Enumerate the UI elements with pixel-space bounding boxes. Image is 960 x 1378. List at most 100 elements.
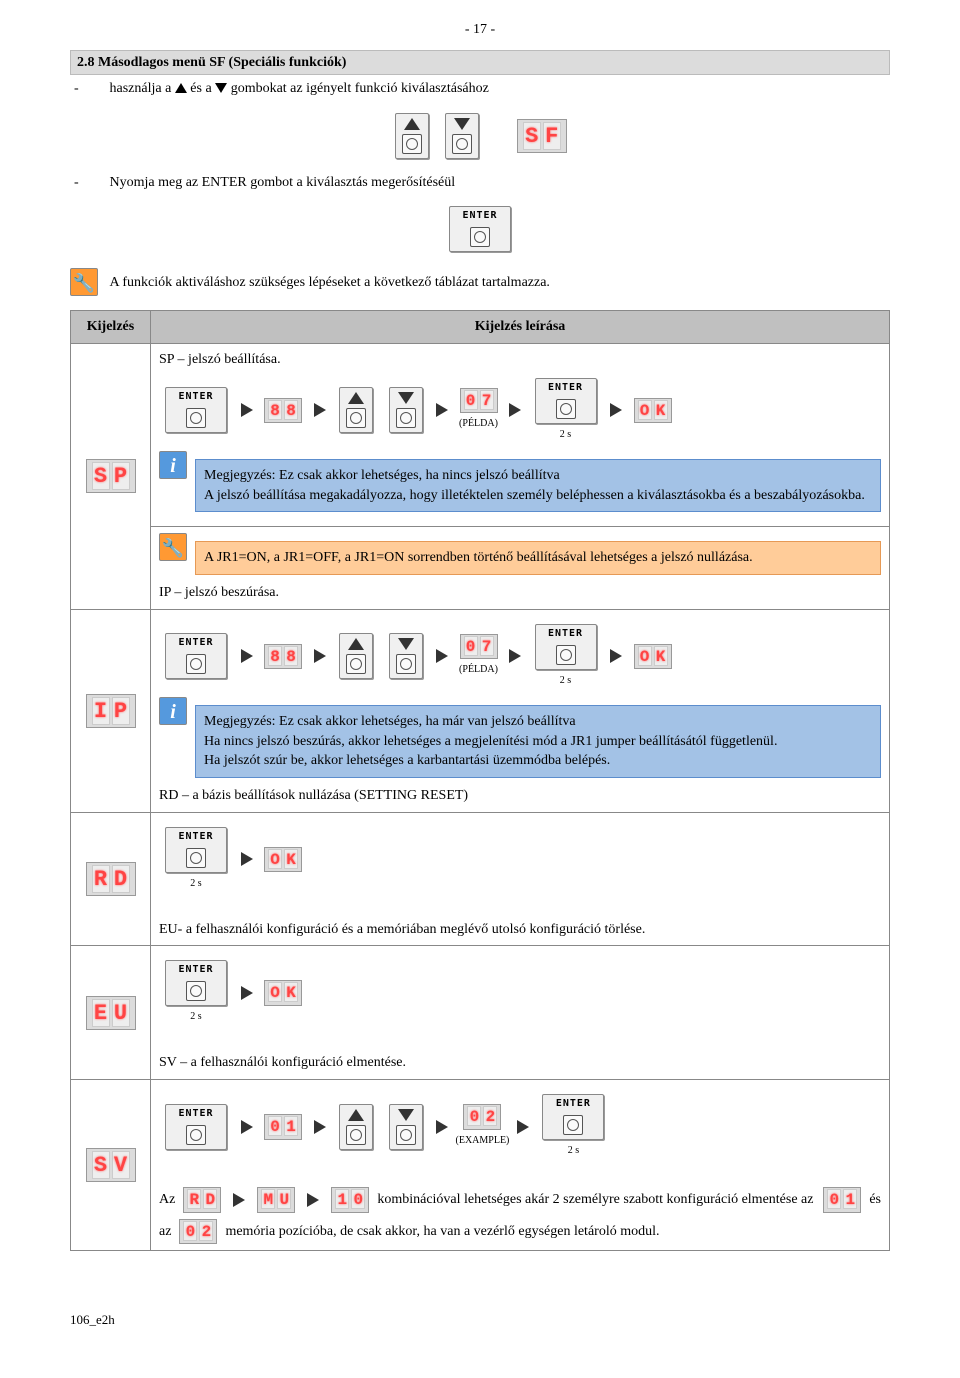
arrow-icon	[241, 986, 253, 1000]
down-button-icon	[389, 633, 423, 679]
sf-display: SF	[517, 119, 567, 153]
enter-button-icon: ENTER	[165, 960, 227, 1006]
combo-led: MU	[257, 1187, 295, 1213]
text: Az	[159, 1190, 175, 1210]
rd-display-cell: RD	[71, 812, 151, 946]
arrow-icon	[241, 852, 253, 866]
rd-title: RD – a bázis beállítások nullázása (SETT…	[159, 786, 881, 806]
intro-note-row: A funkciók aktiváláshoz szükséges lépése…	[70, 268, 890, 296]
ip-title: IP – jelszó beszúrása.	[159, 583, 881, 603]
example-label: (EXAMPLE)	[456, 1135, 510, 1146]
duration-label: 2 s	[568, 1145, 579, 1156]
eu-title: EU- a felhasználói konfiguráció és a mem…	[159, 920, 881, 940]
text: és	[869, 1190, 881, 1210]
ip-info-note: Megjegyzés: Ez csak akkor lehetséges, ha…	[195, 705, 881, 778]
enter-button-icon: ENTER	[449, 206, 511, 252]
enter-button-icon: ENTER	[165, 1104, 227, 1150]
page-number: - 17 -	[70, 20, 890, 40]
arrow-icon	[610, 649, 622, 663]
down-button-icon	[445, 113, 479, 159]
sp-display-cell: SP	[71, 343, 151, 609]
arrow-icon	[314, 649, 326, 663]
th-desc: Kijelzés leírása	[151, 311, 890, 344]
combo-led: RD	[183, 1187, 221, 1213]
duration-label: 2 s	[190, 878, 201, 889]
down-button-icon	[389, 1104, 423, 1150]
up-button-icon	[339, 387, 373, 433]
sp-led: SP	[86, 459, 136, 493]
seq-led: OK	[264, 847, 302, 873]
arrow-icon	[509, 649, 521, 663]
sp-wrench-note: A JR1=ON, a JR1=OFF, a JR1=ON sorrendben…	[195, 541, 881, 575]
sv-desc-cell: ENTER 01 02 (EXAMPLE) ENTER 2 s A	[151, 1080, 890, 1251]
enter-button-icon: ENTER	[535, 624, 597, 670]
triangle-up-icon	[175, 83, 187, 93]
example-label: (PÉLDA)	[459, 418, 498, 429]
eu-display-cell: EU	[71, 946, 151, 1080]
enter-button-icon: ENTER	[535, 378, 597, 424]
text: gombokat az igényelt funkció kiválasztás…	[231, 81, 489, 96]
arrow-icon	[241, 649, 253, 663]
seq-led: 07	[460, 634, 498, 660]
arrow-icon	[436, 403, 448, 417]
seq-led: OK	[634, 644, 672, 670]
arrow-icon	[241, 1120, 253, 1134]
sv-led: SV	[86, 1148, 136, 1182]
instruction-line-1: - használja a és a gombokat az igényelt …	[70, 79, 890, 99]
arrow-icon	[233, 1193, 245, 1207]
rd-desc-cell: ENTER 2 s OK EU- a felhasználói konfigur…	[151, 812, 890, 946]
text: az	[159, 1222, 171, 1242]
sv-sequence: ENTER 01 02 (EXAMPLE) ENTER 2 s	[159, 1094, 881, 1160]
icon-row-1: SF	[70, 113, 890, 159]
enter-button-icon: ENTER	[165, 633, 227, 679]
seq-led: 01	[264, 1114, 302, 1140]
seq-led: 02	[463, 1104, 501, 1130]
arrow-icon	[307, 1193, 319, 1207]
section-header: 2.8 Másodlagos menü SF (Speciális funkci…	[70, 50, 890, 76]
arrow-icon	[509, 403, 521, 417]
seq-led: 88	[264, 398, 302, 424]
sv-display-cell: SV	[71, 1080, 151, 1251]
wrench-icon	[70, 268, 98, 296]
enter-button-icon: ENTER	[542, 1094, 604, 1140]
duration-label: 2 s	[560, 429, 571, 440]
sp-wrench-cell: A JR1=ON, a JR1=OFF, a JR1=ON sorrendben…	[151, 527, 890, 609]
seq-led: 07	[460, 388, 498, 414]
enter-icon-row: ENTER	[70, 206, 890, 252]
text: és a	[190, 81, 211, 96]
arrow-icon	[436, 1120, 448, 1134]
combo-led: 01	[823, 1187, 861, 1213]
arrow-icon	[517, 1120, 529, 1134]
eu-sequence: ENTER 2 s OK	[159, 960, 881, 1026]
sp-title: SP – jelszó beállítása.	[159, 350, 881, 370]
eu-desc-cell: ENTER 2 s OK SV – a felhasználói konfigu…	[151, 946, 890, 1080]
section-number: 2.8	[77, 55, 95, 70]
triangle-down-icon	[215, 83, 227, 93]
duration-label: 2 s	[560, 675, 571, 686]
info-icon	[159, 451, 187, 479]
up-button-icon	[339, 1104, 373, 1150]
instruction-line-2: - Nyomja meg az ENTER gombot a kiválaszt…	[70, 173, 890, 193]
seq-led: 88	[264, 644, 302, 670]
text: használja a	[110, 81, 172, 96]
ip-led: IP	[86, 694, 136, 728]
rd-sequence: ENTER 2 s OK	[159, 827, 881, 893]
arrow-icon	[314, 1120, 326, 1134]
intro-note-text: A funkciók aktiváláshoz szükséges lépése…	[110, 273, 550, 293]
arrow-icon	[241, 403, 253, 417]
seq-led: OK	[264, 980, 302, 1006]
info-icon	[159, 697, 187, 725]
sv-title: SV – a felhasználói konfiguráció elmenté…	[159, 1053, 881, 1073]
sv-text-line-1: Az RD MU 10 kombinációval lehetséges aká…	[159, 1187, 881, 1213]
th-display: Kijelzés	[71, 311, 151, 344]
duration-label: 2 s	[190, 1011, 201, 1022]
arrow-icon	[314, 403, 326, 417]
ip-sequence: ENTER 88 07 (PÉLDA) ENTER 2 s OK	[159, 624, 881, 690]
up-button-icon	[395, 113, 429, 159]
sv-text-line-2: az 02 memória pozícióba, de csak akkor, …	[159, 1219, 881, 1245]
sp-info-note: Megjegyzés: Ez csak akkor lehetséges, ha…	[195, 459, 881, 512]
combo-led: 02	[179, 1219, 217, 1245]
footer-text: 106_e2h	[70, 1311, 890, 1329]
text: Nyomja meg az ENTER gombot a kiválasztás…	[110, 175, 456, 190]
seq-led: OK	[634, 398, 672, 424]
